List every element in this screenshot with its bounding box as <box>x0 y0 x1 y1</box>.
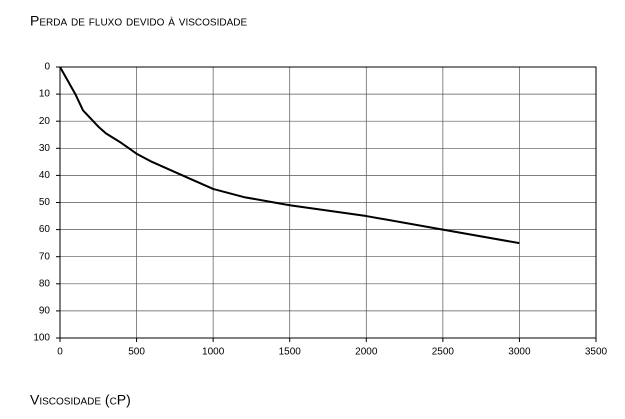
chart-title: Perda de fluxo devido à viscosidade <box>30 13 247 29</box>
y-tick-label: 70 <box>39 251 51 262</box>
y-tick-label: 40 <box>39 170 51 181</box>
x-tick-label: 3000 <box>508 347 531 358</box>
line <box>59 66 520 245</box>
x-tick-label: 500 <box>128 347 145 358</box>
y-tick-label: 80 <box>39 278 51 289</box>
x-tick-label: 2000 <box>355 347 378 358</box>
plot-frame <box>59 66 597 339</box>
x-tick-label: 3500 <box>585 347 608 358</box>
y-tick-label: 60 <box>39 224 51 235</box>
y-tick-label: 10 <box>39 89 51 100</box>
y-tick-label: 50 <box>39 197 51 208</box>
x-tick-label: 1500 <box>279 347 302 358</box>
x-tick-label: 1000 <box>202 347 225 358</box>
x-tick-label: 0 <box>57 347 63 358</box>
x-axis-label: Viscosidade (cP) <box>30 392 131 408</box>
y-tick-label: 90 <box>39 306 51 317</box>
y-tick-label: 100 <box>33 333 50 344</box>
y-tick-label: 20 <box>39 116 51 127</box>
y-tick-label: 30 <box>39 143 51 154</box>
x-tick-label: 2500 <box>432 347 455 358</box>
y-tick-label: 0 <box>44 62 50 73</box>
